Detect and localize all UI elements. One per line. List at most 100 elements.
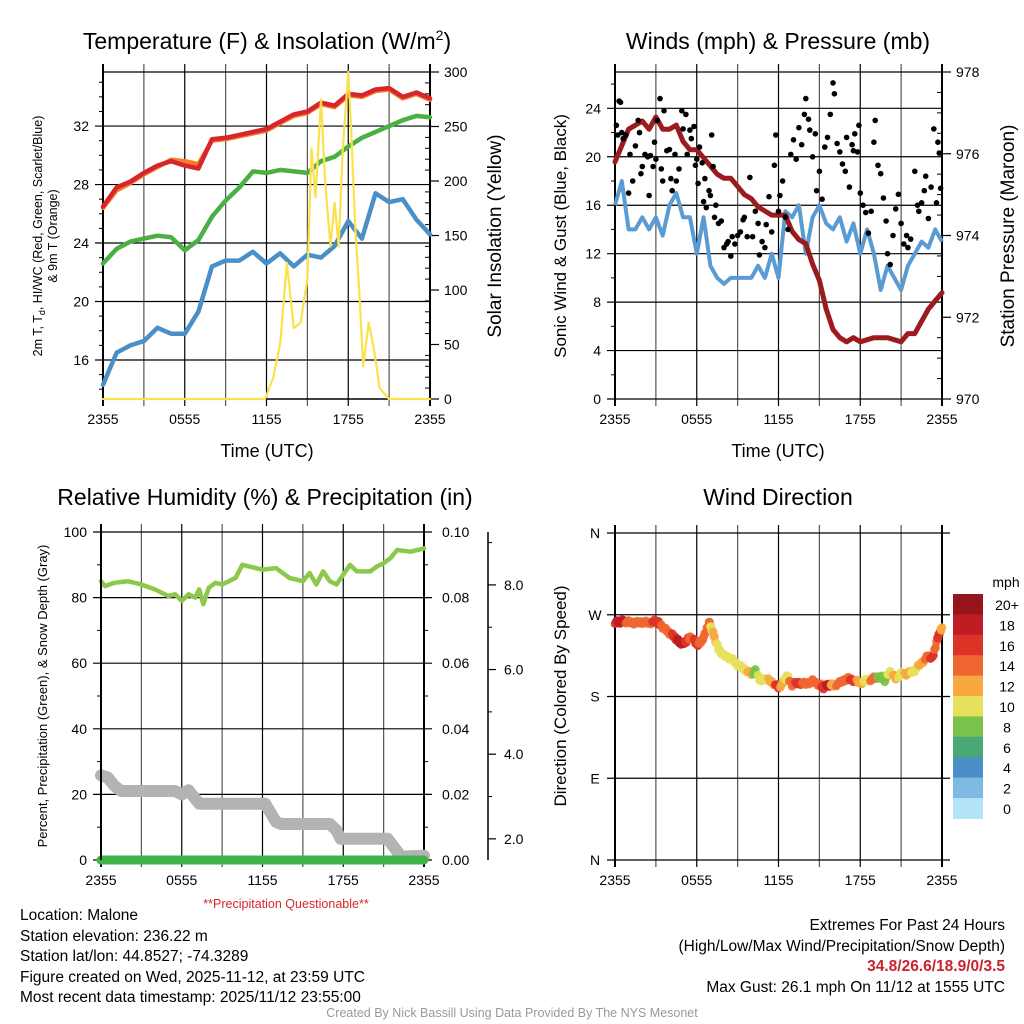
gust-point [773,132,779,138]
gust-point [744,233,750,240]
gust-point [827,111,834,118]
gust-point [710,163,716,170]
y2-tick-label: 0.02 [442,786,469,802]
gust-point [868,208,874,215]
precipitation-note: **Precipitation Questionable** [203,897,369,911]
gust-point [898,220,904,227]
gust-point [728,253,734,259]
y-tick-label: 80 [71,590,87,606]
gust-point [837,149,843,155]
gust-point [668,175,674,182]
gust-point [669,187,675,194]
gust-point [684,151,690,158]
gust-point [809,154,816,160]
x-tick-label: 1755 [328,872,359,888]
y2-tick-label: 978 [956,64,980,80]
gust-point [880,195,887,201]
gust-point [782,214,789,221]
gust-point [912,168,918,175]
gust-point [933,200,940,206]
gust-point [842,168,849,175]
gust-point [749,233,756,240]
x-tick-label: 1155 [763,872,793,888]
gust-point [657,95,663,102]
colorbar-label: 2 [1003,781,1011,797]
gust-point [695,180,701,187]
colorbar-label: 4 [1003,760,1011,776]
gust-point [922,173,929,179]
gust-point [830,80,836,86]
gust-point [700,198,707,205]
gust-point [768,229,775,235]
y2-tick-label: 976 [956,146,980,162]
gust-point [619,129,625,136]
y2-tick-label: 50 [444,337,460,353]
x-axis-title: Time (UTC) [731,441,824,461]
gust-point [935,139,941,145]
gust-point [676,166,682,172]
y-tick-label: 100 [64,524,88,540]
gust-point [647,152,654,159]
gust-point [925,215,932,222]
gust-point [702,175,708,182]
panel-winds: 2355 0555 1155 1755 2355 0 4 8 12 16 20 24 970 972 974… [551,28,1019,461]
x-tick-label: 2355 [85,872,116,888]
panel-wind_direction: 2355 0555 1155 1755 2355 N E S W N Wind Direction D… [551,484,1020,888]
y-tick-label: 20 [585,149,601,165]
gust-point [673,178,680,184]
gust-point [672,151,678,158]
y2-tick-label: 0.00 [442,852,469,868]
gust-point [822,144,828,150]
y2-axis-title: Solar Insolation (Yellow) [485,134,506,337]
gust-point [801,111,808,118]
gust-point [846,184,853,190]
gust-point [623,132,629,138]
y-axis-title: Sonic Wind & Gust (Blue, Black) [551,114,570,358]
colorbar-swatch [953,634,983,656]
gust-point [703,204,710,211]
colorbar-swatch [953,655,983,677]
gust-point [766,193,772,200]
gust-point [737,229,744,235]
max-gust: Max Gust: 26.1 mph On 11/12 at 1555 UTC [706,978,1005,996]
y-tick-label: 16 [585,197,601,213]
gust-point [771,162,778,169]
colorbar-swatch [953,757,983,779]
gust-point [803,95,809,102]
colorbar-swatch [953,696,983,717]
y-tick-label: N [590,852,600,868]
y2-tick-label: 974 [956,228,980,244]
gust-point [629,178,636,184]
gust-point [747,174,753,181]
colorbar-label: 18 [999,617,1015,633]
y-tick-label: 20 [73,293,89,309]
gust-point [627,151,633,158]
y2-tick-label: 250 [444,119,468,135]
x-tick-label: 2355 [414,411,445,427]
extremes-subtitle: (High/Low/Max Wind/Precipitation/Snow De… [678,937,1006,955]
gust-point [824,134,831,141]
gust-point [729,233,735,240]
gust-point [883,218,889,224]
gust-point [895,191,902,198]
y-tick-label: 28 [73,177,89,193]
gust-point [931,126,937,132]
panel-humidity: 2355 0555 1155 1755 2355 0 20 40 60 80 100 0.00 0.02… [35,484,524,888]
gust-point [659,178,666,184]
y-axis-title-rest: , HI/WC (Red, Green, Scarlet/Blue) [31,116,45,311]
y-tick-label: 32 [73,118,89,134]
y2-tick-label: 970 [956,391,980,407]
gust-point [680,126,686,132]
gust-point [696,144,703,150]
colorbar-label: 14 [999,658,1015,674]
gust-point [916,208,922,215]
gust-point [928,184,934,190]
colorbar-swatch [953,675,983,697]
gust-point [862,209,869,216]
gust-point [646,192,652,199]
y-tick-label: 12 [585,246,601,262]
x-tick-label: 0555 [169,411,200,427]
series-relative-humidity [98,546,427,607]
x-tick-label: 2355 [599,872,630,888]
gust-point [788,151,794,158]
